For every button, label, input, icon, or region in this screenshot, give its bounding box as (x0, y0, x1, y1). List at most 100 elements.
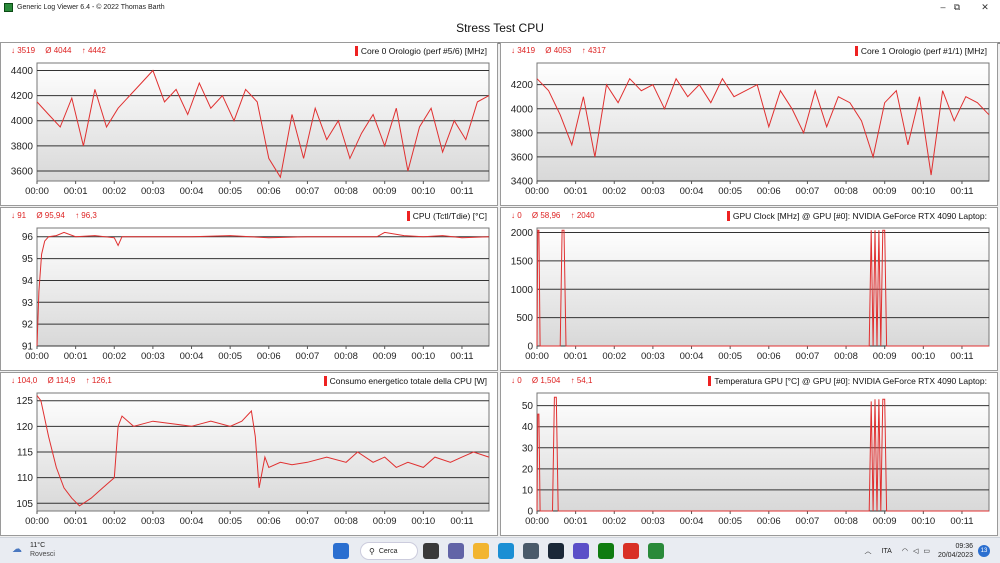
logviewer-icon[interactable] (648, 543, 664, 559)
chart-panel-core0-clock: ↓ 3519 Ø 4044 ↑ 4442 Core 0 Orologio (pe… (0, 42, 498, 206)
weather-icon[interactable]: ☁ (12, 544, 22, 555)
x-tick-label: 00:01 (64, 351, 88, 362)
x-tick-label: 00:00 (25, 351, 49, 362)
teams-icon[interactable] (448, 543, 464, 559)
x-tick-label: 00:08 (834, 516, 858, 527)
chart-title: Temperatura GPU [°C] @ GPU [#0]: NVIDIA … (708, 376, 987, 386)
chart-cpu-temp: 91 92 93 94 95 96 00:00 00:01 00:02 00:03 00:04 00:… (22, 227, 490, 362)
volume-icon[interactable]: ◁ (912, 548, 919, 555)
wifi-icon[interactable]: ◠ (901, 548, 908, 555)
window-title: Generic Log Viewer 6.4 - © 2022 Thomas B… (17, 3, 165, 11)
notification-badge[interactable]: 13 (978, 545, 990, 557)
stat-avg: Ø 4053 (545, 46, 572, 55)
x-tick-label: 00:08 (334, 186, 358, 197)
battery-icon[interactable]: ▭ (923, 548, 930, 555)
series-line (36, 231, 490, 347)
x-tick-label: 00:04 (180, 351, 204, 362)
language-indicator[interactable]: ITA (881, 547, 892, 555)
minimize-button[interactable]: – (940, 2, 946, 12)
chrome-icon[interactable] (623, 543, 639, 559)
chart-title: Consumo energetico totale della CPU [W] (323, 376, 487, 386)
chart-gpu-clock: 0 500 1000 1500 2000 00:00 00:01 00:02 00:03 00:0… (511, 227, 990, 362)
y-tick-label: 110 (17, 473, 33, 484)
store-icon[interactable] (573, 543, 589, 559)
x-tick-label: 00:10 (411, 516, 435, 527)
series-line (536, 396, 989, 512)
x-tick-label: 00:11 (450, 186, 473, 197)
x-tick-label: 00:02 (602, 351, 626, 362)
y-tick-label: 3600 (11, 166, 34, 177)
stat-min: ↓ 91 (11, 211, 27, 220)
x-tick-label: 00:03 (141, 351, 165, 362)
search-button[interactable]: ⚲ Cerca (360, 542, 418, 560)
series-line (36, 395, 490, 507)
x-tick-label: 00:00 (525, 516, 549, 527)
stat-min: ↓ 3519 (11, 46, 36, 55)
x-tick-label: 00:09 (373, 351, 397, 362)
chart-panel-gpu-temp: ↓ 0 Ø 1,504 ↑ 54,1 Temperatura GPU [°C] … (500, 372, 998, 536)
edge-icon[interactable] (498, 543, 514, 559)
stat-min: ↓ 104,0 (11, 376, 38, 385)
tray-overflow-icon[interactable]: ︿ (864, 548, 872, 555)
x-tick-label: 00:09 (873, 516, 897, 527)
x-tick-label: 00:06 (757, 351, 781, 362)
y-tick-label: 96 (22, 232, 34, 243)
window-titlebar: Generic Log Viewer 6.4 - © 2022 Thomas B… (0, 0, 1000, 14)
start-icon[interactable] (333, 543, 349, 559)
x-tick-label: 00:02 (102, 516, 126, 527)
y-tick-label: 94 (22, 276, 34, 287)
weather-temp[interactable]: 11°C (30, 542, 46, 549)
x-tick-label: 00:02 (102, 351, 126, 362)
stat-max: ↑ 4442 (81, 46, 106, 55)
y-tick-label: 3600 (511, 152, 534, 163)
x-tick-label: 00:05 (218, 516, 242, 527)
xbox-icon[interactable] (598, 543, 614, 559)
x-tick-label: 00:06 (757, 186, 781, 197)
clock[interactable]: 09:36 20/04/2023 (938, 542, 973, 560)
search-label: Cerca (378, 547, 398, 555)
x-tick-label: 00:00 (525, 351, 549, 362)
x-tick-label: 00:08 (834, 186, 858, 197)
x-tick-label: 00:00 (25, 516, 49, 527)
y-tick-label: 10 (522, 485, 534, 496)
x-tick-label: 00:07 (796, 516, 820, 527)
x-tick-label: 00:04 (680, 351, 704, 362)
weather-desc[interactable]: Rovesci (30, 551, 55, 558)
plot-area (536, 227, 990, 347)
x-tick-label: 00:01 (64, 186, 88, 197)
x-tick-label: 00:05 (718, 516, 742, 527)
maximize-button[interactable]: ⧉ (953, 1, 961, 12)
stat-min: ↓ 0 (511, 211, 522, 220)
x-tick-label: 00:08 (334, 351, 358, 362)
close-button[interactable]: ✕ (981, 1, 989, 12)
stat-max: ↑ 126,1 (85, 376, 112, 385)
chart-title: Core 1 Orologio (perf #1/1) [MHz] (854, 46, 987, 56)
terminal-icon[interactable] (423, 543, 439, 559)
x-tick-label: 00:01 (64, 516, 88, 527)
x-tick-label: 00:03 (641, 186, 665, 197)
stats-readout: ↓ 0 Ø 58,96 ↑ 2040 (511, 211, 603, 220)
steam-icon[interactable] (548, 543, 564, 559)
y-tick-label: 1500 (511, 256, 534, 267)
explorer-icon[interactable] (473, 543, 489, 559)
stat-max: ↑ 96,3 (75, 211, 97, 220)
stat-avg: Ø 114,9 (47, 376, 76, 385)
y-tick-label: 4000 (11, 116, 34, 127)
x-tick-label: 00:10 (911, 516, 935, 527)
x-tick-label: 00:06 (757, 516, 781, 527)
y-tick-label: 0 (527, 342, 533, 353)
chart-cpu-power: 105 110 115 120 125 00:00 00:01 00:02 00:03 00:04… (16, 392, 490, 527)
x-tick-label: 00:07 (296, 186, 320, 197)
stats-readout: ↓ 91 Ø 95,94 ↑ 96,3 (11, 211, 105, 220)
stat-avg: Ø 58,96 (531, 211, 561, 220)
x-tick-label: 00:02 (602, 516, 626, 527)
stats-readout: ↓ 0 Ø 1,504 ↑ 54,1 (511, 376, 600, 385)
y-tick-label: 4200 (11, 91, 34, 102)
stat-avg: Ø 1,504 (531, 376, 561, 385)
x-tick-label: 00:10 (411, 186, 435, 197)
x-tick-label: 00:11 (950, 516, 973, 527)
x-tick-label: 00:09 (873, 351, 897, 362)
calculator-icon[interactable] (523, 543, 539, 559)
x-tick-label: 00:10 (911, 351, 935, 362)
x-tick-label: 00:01 (564, 351, 588, 362)
